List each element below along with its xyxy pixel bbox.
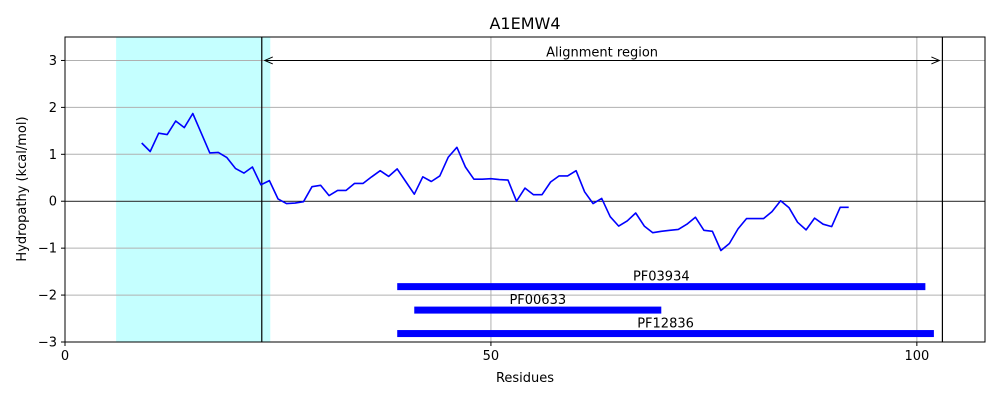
domain-bar — [397, 330, 934, 338]
y-tick-label: −3 — [38, 336, 57, 351]
y-tick-label: 1 — [49, 148, 57, 163]
axis-ticks: 0 50 100 −3 −2 −1 0 1 2 3 — [38, 36, 986, 364]
domain-label: PF00633 — [509, 293, 566, 308]
alignment-arrow-head-left — [263, 56, 273, 65]
domain-bar — [414, 306, 662, 314]
x-tick-label: 100 — [904, 349, 929, 364]
y-tick-label: 3 — [49, 54, 57, 69]
x-axis-title: Residues — [496, 371, 554, 386]
y-tick-label: −2 — [38, 289, 57, 304]
hydropathy-line — [141, 112, 849, 252]
x-tick-label: 0 — [61, 349, 69, 364]
alignment-arrow-head-right — [931, 56, 941, 65]
y-axis-title: Hydropathy (kcal/mol) — [15, 116, 30, 261]
domain-label: PF03934 — [633, 270, 690, 285]
x-tick-label: 50 — [483, 349, 500, 364]
y-tick-label: −1 — [38, 242, 57, 257]
domain-bar — [397, 283, 926, 291]
alignment-region-label: Alignment region — [546, 45, 658, 60]
domain-label: PF12836 — [637, 317, 694, 332]
shaded-region — [116, 37, 271, 342]
plot-area: Alignment region PF03934 PF00633 PF12836 — [65, 37, 985, 342]
y-tick-label: 2 — [49, 101, 57, 116]
y-tick-label: 0 — [49, 195, 57, 210]
axes-frame — [64, 36, 986, 343]
chart-title: A1EMW4 — [489, 14, 560, 33]
